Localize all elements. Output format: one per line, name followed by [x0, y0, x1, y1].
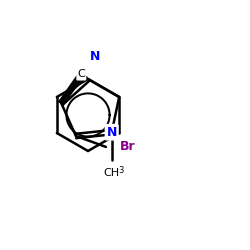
Text: N: N	[90, 50, 100, 63]
Text: C: C	[78, 70, 85, 80]
Text: 3: 3	[119, 166, 124, 175]
Text: N: N	[106, 126, 117, 139]
Text: CH: CH	[104, 168, 120, 178]
Text: Br: Br	[120, 140, 136, 153]
